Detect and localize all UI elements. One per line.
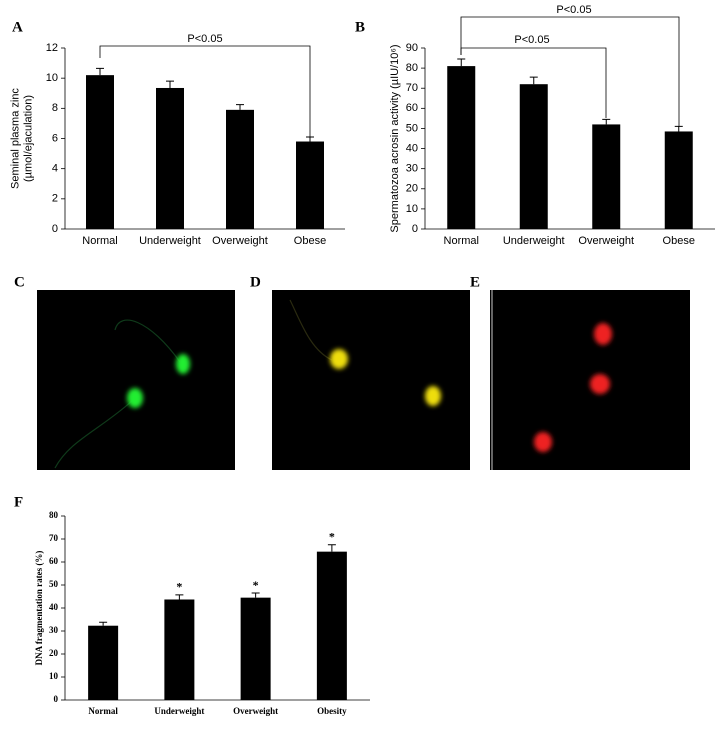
bar	[592, 124, 621, 229]
y-tick-label: 20	[49, 648, 59, 658]
y-tick-label: 4	[52, 163, 58, 175]
y-tick-label: 20	[406, 183, 418, 195]
error-bar	[175, 594, 184, 600]
bar	[88, 625, 119, 700]
y-axis-label: DNA fragmentation rates (%)	[34, 551, 44, 666]
error-bar	[457, 58, 466, 67]
micrograph	[272, 290, 470, 470]
y-tick-label: 60	[49, 556, 59, 566]
y-axis-label: Seminal plasma zinc	[9, 88, 21, 189]
y-axis-label: Spermatozoa acrosin activity (µIU/10⁶)	[389, 44, 401, 232]
error-bar	[251, 592, 260, 598]
bar	[226, 109, 254, 229]
panel-label: B	[355, 19, 365, 35]
y-tick-label: 90	[406, 42, 418, 54]
y-tick-label: 70	[49, 533, 59, 543]
y-tick-label: 10	[406, 203, 418, 215]
x-tick-label: Overweight	[578, 235, 634, 247]
y-tick-label: 0	[412, 223, 418, 235]
significance-marker: *	[253, 578, 259, 592]
error-bar	[166, 80, 174, 88]
bar	[86, 75, 114, 230]
error-bar	[529, 76, 538, 85]
y-tick-label: 80	[49, 510, 59, 520]
y-tick-label: 60	[406, 102, 418, 114]
y-tick-label: 2	[52, 193, 58, 205]
bar	[156, 87, 184, 230]
error-bar	[306, 136, 314, 142]
error-bar	[327, 544, 336, 552]
y-tick-label: 30	[406, 163, 418, 175]
error-bar	[96, 67, 104, 76]
panel-label: D	[250, 274, 261, 290]
x-tick-label: Normal	[82, 235, 117, 247]
y-tick-label: 0	[52, 223, 58, 235]
y-tick-label: 80	[406, 62, 418, 74]
y-tick-label: 0	[54, 694, 59, 704]
y-tick-label: 40	[406, 142, 418, 154]
annotation: P<0.05	[556, 4, 591, 16]
y-tick-label: 10	[49, 671, 59, 681]
y-tick-label: 50	[49, 579, 59, 589]
y-tick-label: 12	[46, 42, 58, 54]
x-tick-label: Underweight	[503, 235, 565, 247]
y-tick-label: 6	[52, 132, 58, 144]
significance-marker: *	[176, 580, 182, 594]
y-tick-label: 40	[49, 602, 59, 612]
x-tick-label: Obese	[294, 235, 326, 247]
x-tick-label: Obesity	[317, 706, 347, 716]
x-tick-label: Normal	[88, 706, 118, 716]
micrograph	[37, 290, 235, 470]
bar	[664, 131, 693, 229]
x-tick-label: Obese	[663, 235, 695, 247]
error-bar	[99, 621, 108, 626]
y-axis-label: (µmol/ejaculation)	[22, 95, 34, 182]
bar	[164, 599, 195, 700]
error-bar	[236, 104, 244, 110]
bar	[519, 84, 548, 229]
x-tick-label: Overweight	[212, 235, 268, 247]
significance-marker: *	[329, 530, 335, 544]
bar	[316, 551, 347, 700]
y-tick-label: 50	[406, 122, 418, 134]
bar	[240, 597, 271, 700]
y-tick-label: 8	[52, 102, 58, 114]
bar	[296, 141, 324, 229]
bar	[447, 66, 476, 229]
error-bar	[674, 125, 683, 132]
panel-label: C	[14, 274, 25, 290]
panel-label: E	[470, 274, 480, 290]
annotation: P<0.05	[187, 33, 222, 45]
y-tick-label: 70	[406, 82, 418, 94]
x-tick-label: Overweight	[233, 706, 278, 716]
annotation: P<0.05	[514, 34, 549, 46]
x-tick-label: Underweight	[154, 706, 204, 716]
brackets	[99, 16, 680, 140]
x-tick-label: Normal	[444, 235, 479, 247]
panel-label: A	[12, 19, 23, 35]
y-tick-label: 30	[49, 625, 59, 635]
x-tick-label: Underweight	[139, 235, 201, 247]
error-bar	[602, 118, 611, 125]
y-tick-label: 10	[46, 72, 58, 84]
panel-label: F	[14, 494, 23, 510]
micrograph	[490, 290, 690, 470]
